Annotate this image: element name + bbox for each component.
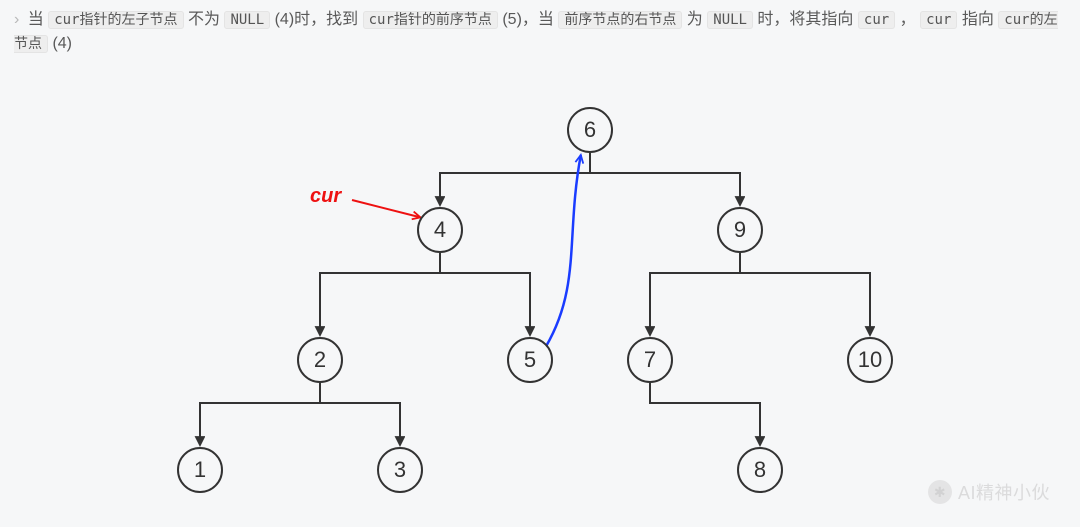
code-seg: cur — [858, 11, 895, 29]
caption-seg: (5)，当 — [498, 11, 558, 28]
tree-edge — [200, 383, 320, 445]
tree-node-4: 4 — [417, 207, 463, 253]
code-seg: cur指针的左子节点 — [48, 11, 183, 29]
tree-node-7: 7 — [627, 337, 673, 383]
wechat-icon: ✱ — [928, 480, 952, 504]
tree-edge — [740, 253, 870, 335]
watermark: ✱ AI精神小伙 — [928, 479, 1050, 505]
tree-node-9: 9 — [717, 207, 763, 253]
tree-edge — [320, 383, 400, 445]
caption-seg: (4) — [48, 35, 72, 52]
tree-edges — [0, 70, 1080, 510]
tree-edge — [440, 153, 590, 205]
chevron-icon: › — [14, 11, 19, 28]
tree-edge — [650, 383, 760, 445]
caption-seg: ， — [895, 11, 920, 28]
tree-edge — [650, 253, 740, 335]
tree-node-2: 2 — [297, 337, 343, 383]
code-seg: 前序节点的右节点 — [558, 11, 682, 29]
caption-seg: 为 — [682, 11, 707, 28]
code-seg: NULL — [707, 11, 753, 29]
tree-node-1: 1 — [177, 447, 223, 493]
code-seg: NULL — [224, 11, 270, 29]
code-seg: cur指针的前序节点 — [363, 11, 498, 29]
code-seg: cur — [920, 11, 957, 29]
tree-node-3: 3 — [377, 447, 423, 493]
watermark-text: AI精神小伙 — [958, 479, 1050, 505]
tree-edge — [320, 253, 440, 335]
cur-label: cur — [310, 185, 341, 208]
tree-edge — [590, 153, 740, 205]
tree-node-6: 6 — [567, 107, 613, 153]
caption-seg: 时，将其指向 — [753, 11, 858, 28]
cur-arrow — [352, 200, 420, 217]
tree-node-8: 8 — [737, 447, 783, 493]
caption-seg: (4)时，找到 — [270, 11, 362, 28]
tree-diagram: 64925710138cur — [0, 70, 1080, 510]
tree-node-10: 10 — [847, 337, 893, 383]
tree-node-5: 5 — [507, 337, 553, 383]
tree-edge — [440, 253, 530, 335]
threaded-edge — [546, 155, 581, 346]
caption-seg: 不为 — [184, 11, 225, 28]
caption-seg: 指向 — [957, 11, 998, 28]
caption-text: › 当 cur指针的左子节点 不为 NULL (4)时，找到 cur指针的前序节… — [14, 8, 1066, 56]
caption-seg: 当 — [28, 11, 48, 28]
